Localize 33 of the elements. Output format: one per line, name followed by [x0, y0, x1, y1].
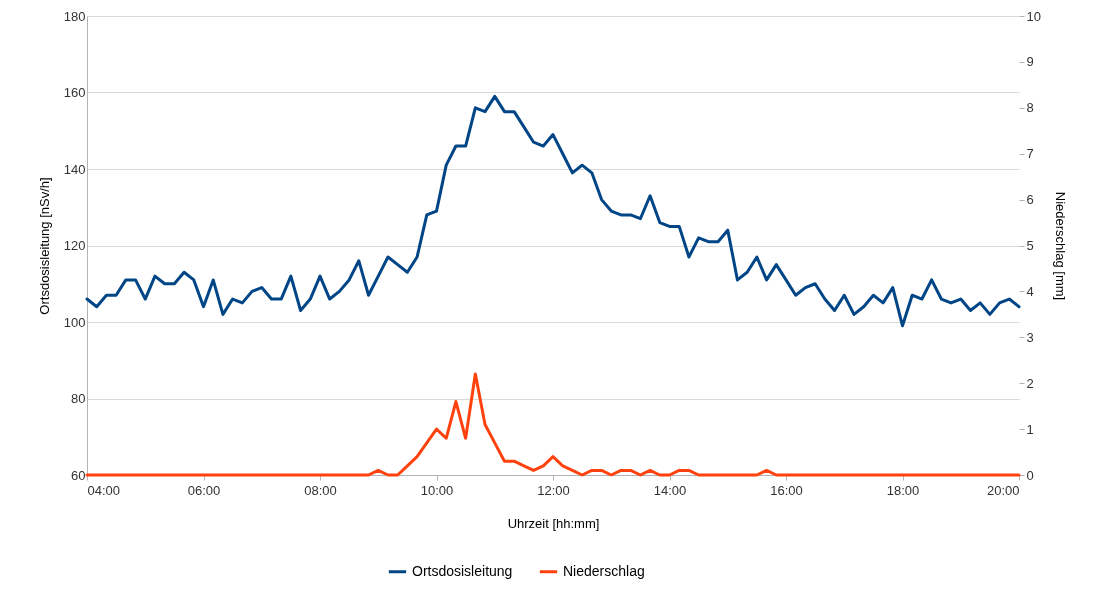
- y2-tick-label: 10: [1026, 8, 1041, 24]
- y-tick-label: 100: [63, 314, 86, 330]
- y-tick-label: 140: [63, 161, 86, 177]
- x-tick-label: 16:00: [770, 482, 803, 498]
- y2-tick-label: 1: [1026, 421, 1034, 437]
- y2-tick-label: 4: [1026, 283, 1034, 299]
- y2-axis-title: Niederschlag [mm]: [1052, 191, 1068, 301]
- y-tick-label: 160: [63, 85, 86, 100]
- line-series: [85, 94, 1021, 328]
- y-tick-label: 120: [63, 238, 86, 253]
- x-tick-label: 12:00: [537, 482, 570, 498]
- y2-tick-label: 9: [1026, 54, 1034, 70]
- y2-tick-label: 5: [1026, 238, 1034, 253]
- y-axis-title: Ortsdosisleitung [nSv/h]: [36, 177, 52, 315]
- x-tick-label: 14:00: [653, 482, 687, 498]
- y2-tick-label: 2: [1026, 375, 1034, 391]
- x-tick-label: 08:00: [304, 482, 337, 498]
- x-tick-label: 20:00: [986, 482, 1020, 498]
- x-tick-label: 10:00: [420, 482, 454, 498]
- legend-label: Niederschlag: [563, 562, 645, 579]
- y2-tick-label: 8: [1026, 100, 1034, 116]
- y2-tick-label: 6: [1026, 192, 1034, 208]
- y2-tick-label: 7: [1026, 146, 1034, 162]
- y2-tick-label: 0: [1026, 467, 1034, 483]
- x-tick-label: 04:00: [87, 482, 121, 498]
- x-tick-label: 18:00: [886, 482, 920, 498]
- y2-tick-label: 3: [1026, 329, 1034, 345]
- x-axis-title: Uhrzeit [hh:mm]: [507, 515, 600, 531]
- x-tick-label: 06:00: [187, 482, 221, 498]
- legend-label: Ortsdosisleitung: [412, 562, 513, 579]
- y-tick-label: 80: [71, 391, 86, 406]
- y-tick-label: 180: [63, 8, 86, 24]
- y-tick-label: 60: [71, 467, 86, 483]
